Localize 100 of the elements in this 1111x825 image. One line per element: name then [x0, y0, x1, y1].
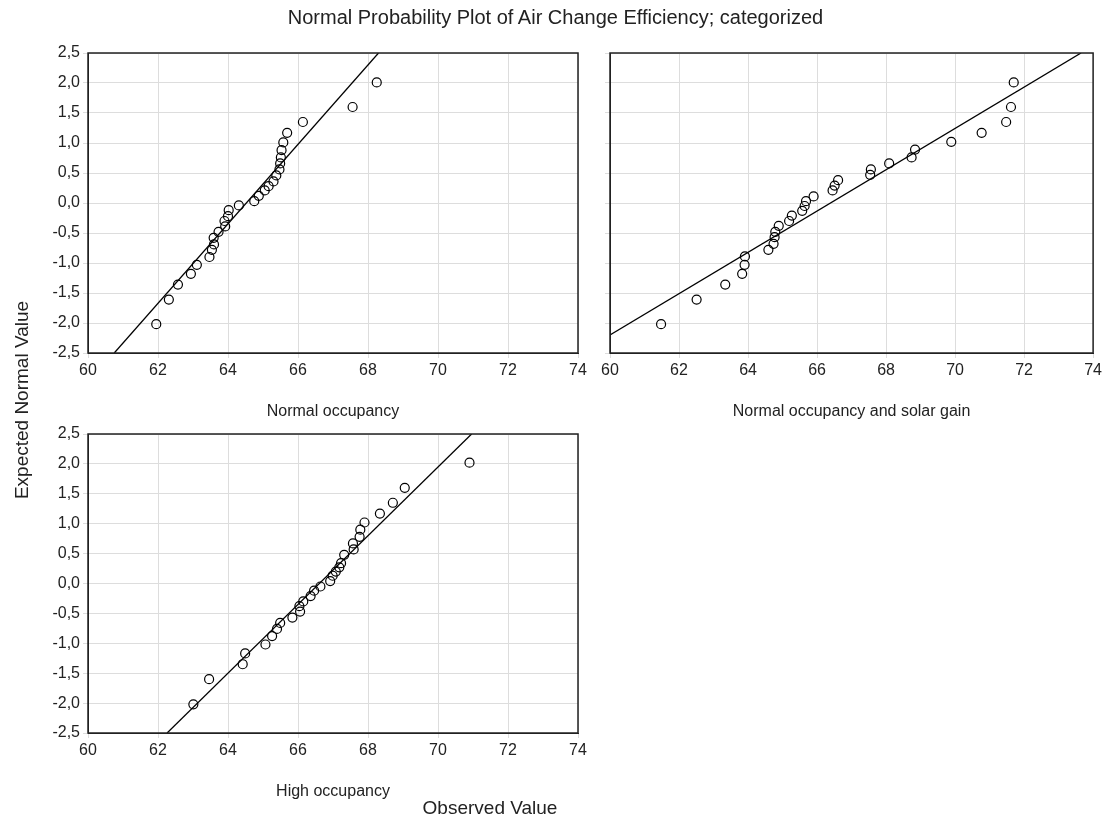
point [240, 648, 251, 659]
y-tick-label: -0,5 [52, 603, 81, 621]
y-tick-label: 2,0 [57, 454, 81, 472]
x-tick-label: 60 [601, 361, 619, 379]
point [799, 200, 810, 212]
y-tick-label: 2,0 [57, 73, 81, 91]
point [295, 606, 306, 617]
point [287, 612, 298, 623]
point [946, 136, 957, 147]
x-tick-label: 60 [79, 361, 97, 379]
x-tick-label: 74 [569, 741, 587, 759]
point [832, 175, 844, 186]
point [294, 601, 305, 612]
x-tick-label: 70 [946, 361, 965, 379]
point [249, 196, 260, 207]
y-tick-label: -2,0 [52, 313, 81, 331]
point [267, 631, 278, 642]
y-tick-label: 1,5 [57, 103, 81, 121]
x-tick-label: 70 [429, 741, 447, 759]
point [208, 239, 220, 250]
x-tick-label: 62 [670, 361, 689, 379]
x-tick-label: 64 [219, 741, 237, 759]
point [354, 531, 365, 542]
point [739, 259, 750, 270]
point [800, 196, 812, 207]
point [1008, 77, 1019, 88]
point [335, 558, 347, 569]
point [827, 185, 838, 196]
y-tick-label: 0,5 [57, 163, 81, 181]
point [172, 279, 184, 290]
point [274, 164, 285, 175]
y-tick-label: -1,0 [52, 633, 81, 651]
x-tick-label: 74 [1084, 361, 1103, 379]
y-tick-label: 2,5 [57, 424, 81, 442]
point [204, 674, 215, 685]
x-tick-label: 72 [499, 741, 517, 759]
point [739, 251, 751, 262]
point [275, 158, 286, 169]
point [359, 517, 370, 528]
point [783, 215, 795, 227]
point [151, 319, 162, 330]
point [223, 205, 234, 216]
point [219, 215, 230, 227]
chart-title: Normal Probability Plot of Air Change Efficiency; categorized [286, 6, 825, 29]
point [163, 294, 174, 305]
point [298, 596, 309, 607]
point [330, 566, 341, 577]
point [191, 259, 202, 270]
point [220, 221, 231, 232]
y-axis-title: Expected Normal Value [11, 300, 33, 500]
x-tick-label: 72 [1015, 361, 1034, 379]
point [655, 319, 667, 330]
point [909, 144, 921, 155]
point [829, 180, 840, 191]
point [271, 623, 283, 635]
point [884, 158, 895, 169]
x-tick-label: 70 [429, 361, 447, 379]
y-tick-label: 0,5 [57, 544, 81, 562]
point [737, 268, 748, 279]
x-tick-label: 64 [219, 361, 237, 379]
x-tick-label: 62 [149, 741, 167, 759]
point [278, 137, 289, 148]
point [808, 191, 819, 202]
point [253, 190, 264, 201]
point [976, 127, 987, 138]
point [268, 176, 279, 187]
point [185, 268, 196, 279]
x-tick-label: 68 [359, 361, 377, 379]
point [763, 244, 774, 255]
point [282, 127, 293, 138]
x-axis-title: High occupancy [276, 781, 390, 799]
x-tick-label: 64 [739, 361, 758, 379]
y-tick-label: 2,5 [57, 43, 81, 61]
point [797, 205, 808, 216]
point [263, 181, 274, 192]
point [339, 549, 350, 560]
point [305, 590, 316, 602]
x-tick-label: 72 [499, 361, 517, 379]
point [204, 251, 215, 263]
x-tick-label: 66 [289, 361, 307, 379]
point [374, 508, 385, 519]
x-axis-title: Normal occupancy [266, 401, 400, 419]
point [865, 169, 876, 180]
point [188, 699, 199, 710]
y-tick-label: -2,0 [52, 693, 81, 711]
point [770, 226, 781, 237]
y-tick-label: -2,5 [52, 723, 81, 741]
x-axis-title: Normal occupancy and solar gain [732, 401, 971, 419]
y-tick-label: -1,5 [52, 283, 81, 301]
point [720, 279, 731, 290]
point [355, 524, 366, 535]
point [297, 116, 308, 128]
point [237, 659, 248, 670]
point [769, 232, 780, 243]
x-tick-label: 68 [877, 361, 896, 379]
point [213, 226, 224, 237]
point [222, 211, 234, 222]
x-tick-label: 60 [79, 741, 97, 759]
point [275, 152, 286, 163]
point [309, 585, 320, 596]
